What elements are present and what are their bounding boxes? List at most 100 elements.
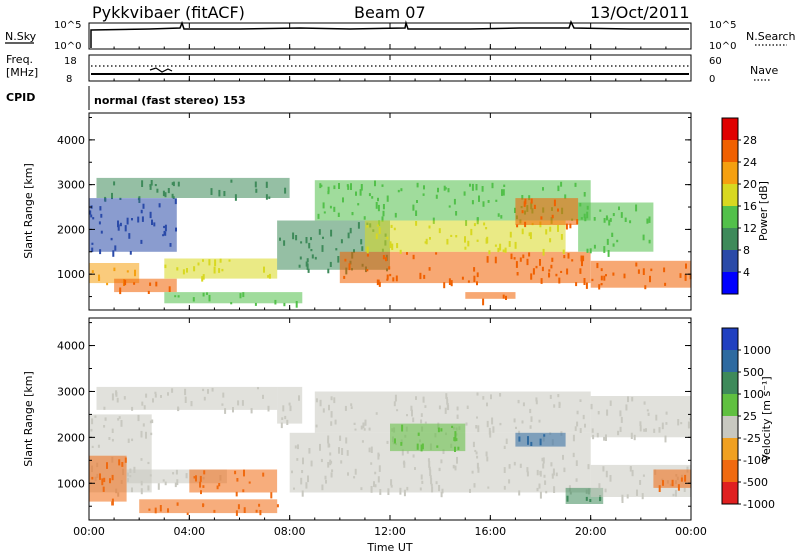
velocity-cell [319,443,321,451]
velocity-cell [445,397,448,400]
power-cell [437,187,439,193]
velocity-cell [236,478,239,482]
velocity-cell [232,407,234,413]
velocity-cell [111,498,114,506]
velocity-cell [101,478,104,486]
velocity-cell [177,407,180,411]
power-cell [419,272,422,280]
colorbar-tick-label: -100 [743,454,768,467]
velocity-cell [300,477,303,485]
velocity-cell [486,456,489,462]
velocity-cell [515,426,517,429]
power-cell [255,188,258,193]
power-cell [197,262,200,266]
velocity-cell [330,472,333,478]
velocity-cell [503,445,506,449]
velocity-cell [259,510,262,516]
power-cell [548,272,550,278]
power-cell [228,259,231,262]
power-cell [314,256,317,260]
velocity-cell [296,458,299,461]
velocity-colorbar: 1000 500 100 25 -25 -100 -500 -1000 [721,327,775,511]
power-cell [114,245,117,251]
velocity-cell [396,409,399,412]
power-cell [463,191,466,196]
power-cell [464,246,467,250]
power-region [364,220,566,252]
power-cell [386,274,389,280]
velocity-cell [435,481,438,485]
power-cell [416,182,419,188]
velocity-cell [121,462,124,467]
velocity-cell [176,479,179,486]
power-cell [642,268,645,275]
velocity-cell [221,403,224,406]
velocity-cell [456,406,459,411]
colorbar-tick-label: 12 [743,222,757,235]
velocity-cell [572,452,575,458]
power-cell [117,220,119,228]
power-cell [482,201,485,207]
y-tick-label: 2000 [57,223,85,236]
velocity-cell [328,404,330,411]
velocity-cell [420,474,423,480]
velocity-cell [315,424,318,428]
velocity-cell [291,470,293,474]
power-cell [616,239,619,243]
velocity-cell [406,486,409,491]
velocity-cell [116,397,119,403]
power-cell [214,259,217,267]
velocity-cell [140,430,143,438]
velocity-cell [428,461,431,468]
power-cell [219,258,222,263]
power-cell [265,181,268,188]
velocity-cell [393,401,396,407]
power-colorbar-label: Power [dB] [757,181,770,241]
velocity-cell [661,422,664,430]
power-cell [355,191,357,196]
velocity-cell [476,455,479,459]
cpid-label: CPID [6,91,35,104]
velocity-cell [394,394,397,402]
velocity-cell [325,479,327,484]
y-tick-label: 1000 [57,268,85,281]
power-cell [629,220,632,224]
velocity-cell [579,428,582,433]
velocity-cell [167,508,169,513]
power-cell [98,274,100,281]
velocity-cell [243,507,246,513]
x-tick-label: 20:00 [575,525,607,538]
nsky-trace [90,20,689,48]
velocity-cell [298,395,300,401]
velocity-cell [419,487,422,491]
freq-label-line2: [MHz] [6,66,38,79]
power-cell [162,234,165,237]
power-cell [586,205,589,210]
velocity-cell [527,436,529,441]
power-cell [624,217,627,222]
power-cell [585,282,588,289]
colorbar-tick-label: -1000 [743,498,775,511]
velocity-cell [543,434,546,437]
power-cell [424,241,427,244]
velocity-cell [603,436,606,441]
velocity-cell [680,422,683,425]
velocity-cell [430,478,433,485]
velocity-cell [154,507,157,514]
power-cell [177,181,180,187]
power-cell [210,188,213,195]
power-cell [560,270,563,273]
power-cell [562,249,565,254]
power-cell [374,180,376,187]
velocity-cell [477,467,480,473]
velocity-cell [505,438,508,444]
power-cell [521,195,524,200]
power-cell [91,247,94,253]
power-cell [202,274,205,280]
power-cell [586,248,589,253]
power-cell [482,298,485,306]
velocity-cell [185,473,188,479]
power-cell [560,234,563,240]
velocity-cell [353,476,356,479]
velocity-cell [124,457,127,463]
